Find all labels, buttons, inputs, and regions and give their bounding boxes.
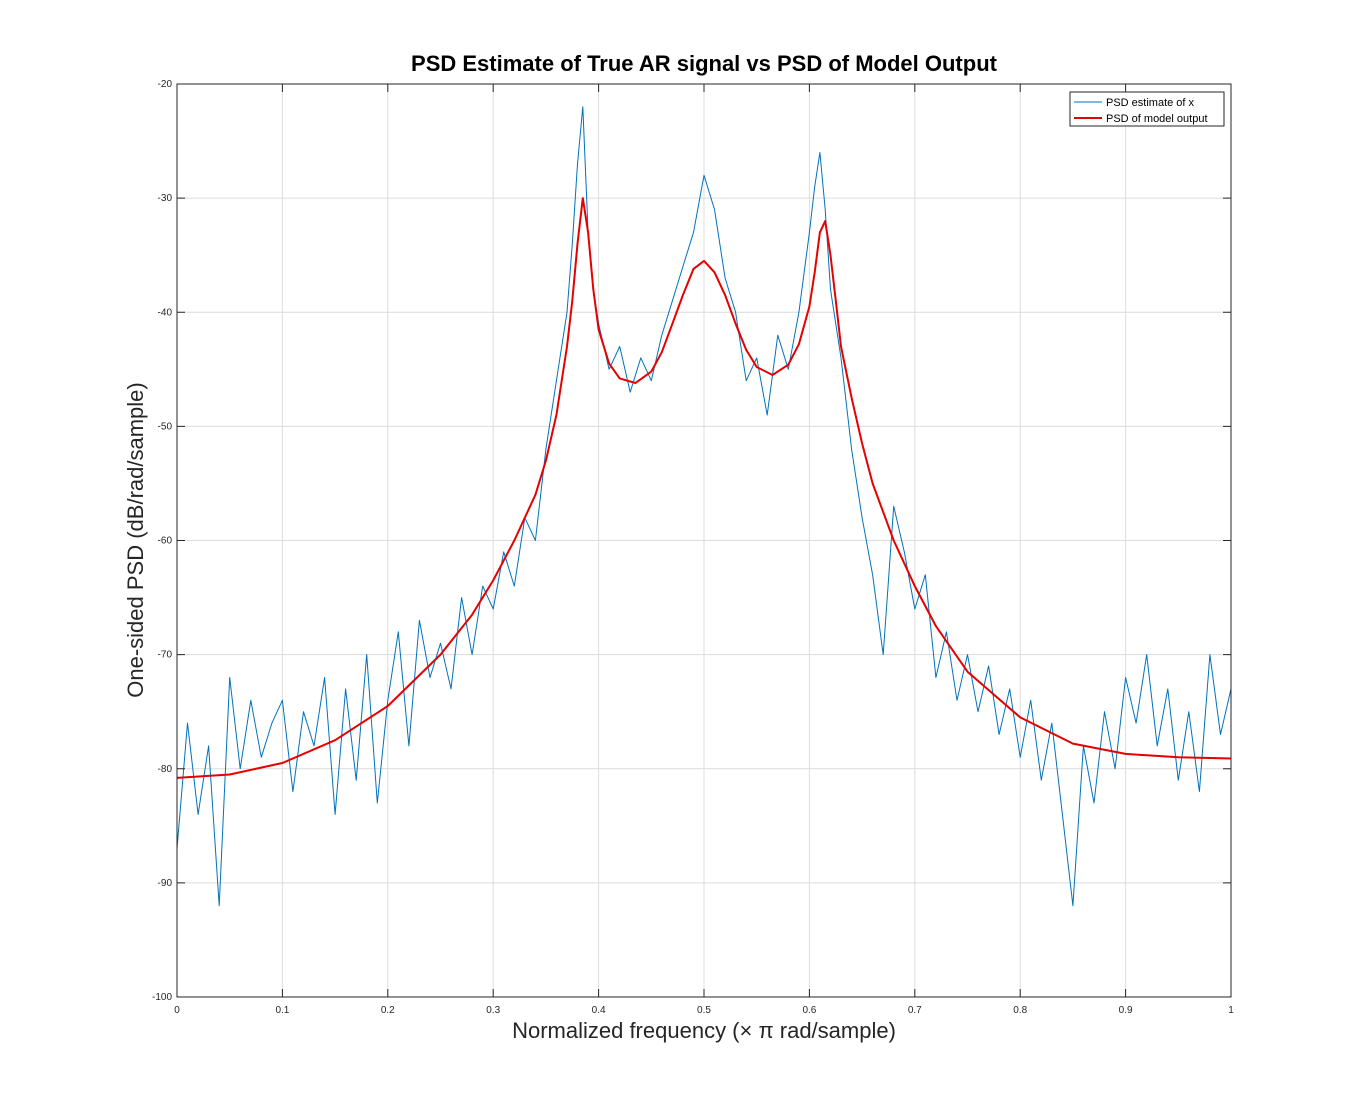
y-tick-label: -40 <box>158 307 173 318</box>
legend-box <box>1069 91 1225 127</box>
x-axis-label: Normalized frequency (× π rad/sample) <box>512 1018 896 1043</box>
series-line-model-output <box>176 197 1232 779</box>
series-layer <box>176 106 1232 907</box>
y-tick-label: -30 <box>158 193 173 204</box>
x-tick-label: 0.3 <box>486 1005 500 1016</box>
x-tick-label: 0.2 <box>381 1005 395 1016</box>
y-tick-label: -90 <box>158 878 173 889</box>
legend: PSD estimate of x PSD of model output <box>1069 91 1225 127</box>
y-tick-label: -20 <box>158 79 173 90</box>
x-tick-label: 0 <box>174 1005 180 1016</box>
x-tick-label: 0.7 <box>908 1005 922 1016</box>
x-tick-labels: 0 0.1 0.2 0.3 0.4 0.5 0.6 0.7 0.8 0.9 1 <box>174 1005 1234 1016</box>
x-tick-label: 0.4 <box>592 1005 606 1016</box>
legend-label-model-output: PSD of model output <box>1106 113 1208 125</box>
y-tick-label: -100 <box>152 992 172 1003</box>
x-tick-label: 0.5 <box>697 1005 711 1016</box>
y-tick-labels: -100 -90 -80 -70 -60 -50 -40 -30 -20 <box>152 79 172 1003</box>
x-tick-label: 1 <box>1228 1005 1234 1016</box>
x-tick-label: 0.6 <box>802 1005 816 1016</box>
ticks <box>176 83 1232 998</box>
series-line-psd-estimate <box>176 106 1232 907</box>
y-axis-label: One-sided PSD (dB/rad/sample) <box>123 382 148 697</box>
x-tick-label: 0.8 <box>1013 1005 1027 1016</box>
y-tick-label: -60 <box>158 536 173 547</box>
y-tick-label: -50 <box>158 421 173 432</box>
chart-title: PSD Estimate of True AR signal vs PSD of… <box>411 51 998 76</box>
legend-label-psd-estimate: PSD estimate of x <box>1106 97 1195 109</box>
y-tick-label: -80 <box>158 764 173 775</box>
x-tick-label: 0.9 <box>1119 1005 1133 1016</box>
x-tick-label: 0.1 <box>275 1005 289 1016</box>
y-tick-label: -70 <box>158 650 173 661</box>
